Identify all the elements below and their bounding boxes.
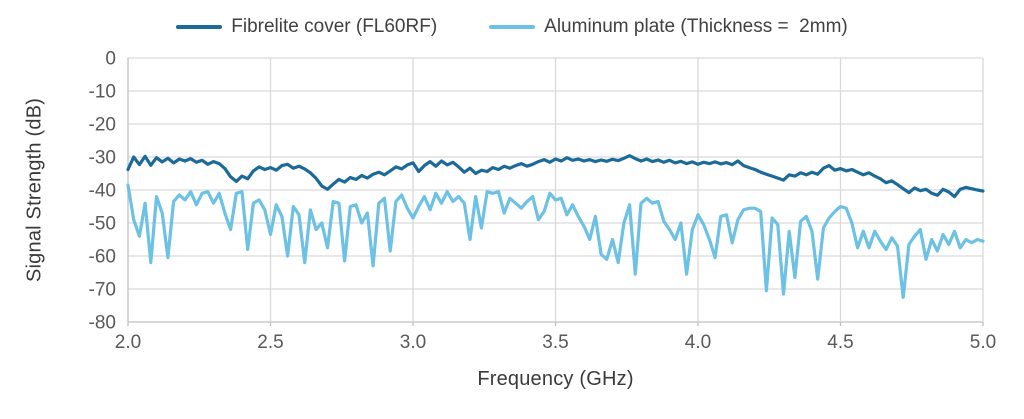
- y-tick-label: -30: [89, 148, 116, 169]
- y-tick-label: 0: [105, 49, 116, 70]
- y-tick-label: -50: [89, 214, 116, 235]
- y-tick-label: -70: [89, 280, 116, 301]
- y-tick-label: -20: [89, 115, 116, 136]
- legend-item-aluminum: Aluminum plate (Thickness = 2mm): [489, 16, 848, 38]
- y-tick-label: -80: [89, 313, 116, 334]
- aluminum-line-swatch: [489, 24, 536, 30]
- x-tick-label: 2.5: [257, 332, 283, 353]
- fibrelite-line-swatch: [176, 24, 223, 30]
- x-tick-label: 5.0: [970, 332, 996, 353]
- x-axis-title: Frequency (GHz): [477, 368, 634, 390]
- y-tick-label: -10: [89, 82, 116, 103]
- series-line-0: [126, 154, 985, 199]
- legend-item-fibrelite: Fibrelite cover (FL60RF): [176, 16, 437, 38]
- x-tick-label: 3.0: [400, 332, 426, 353]
- y-tick-label: -40: [89, 181, 116, 202]
- legend: Fibrelite cover (FL60RF) Aluminum plate …: [0, 16, 1024, 38]
- x-tick-label: 3.5: [542, 332, 568, 353]
- x-tick-label: 2.0: [115, 332, 141, 353]
- legend-label-aluminum: Aluminum plate (Thickness = 2mm): [544, 16, 848, 37]
- series-line-1: [126, 183, 985, 299]
- legend-label-fibrelite: Fibrelite cover (FL60RF): [231, 16, 438, 37]
- y-tick-label: -60: [89, 247, 116, 268]
- x-tick-label: 4.5: [827, 332, 853, 353]
- x-tick-label: 4.0: [685, 332, 711, 353]
